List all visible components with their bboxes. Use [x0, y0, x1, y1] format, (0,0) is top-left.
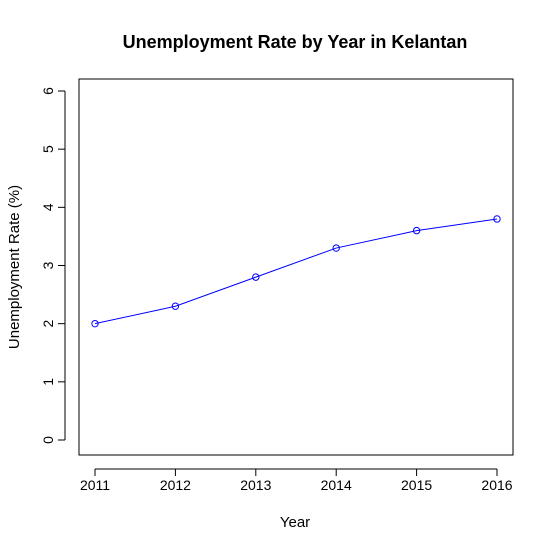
y-tick-label: 6 [40, 87, 56, 95]
plot-frame [78, 78, 514, 456]
y-axis-label: Unemployment Rate (%) [6, 185, 23, 349]
x-tick-label: 2013 [240, 477, 271, 493]
data-point [91, 319, 99, 328]
x-axis-label: Year [280, 514, 310, 531]
data-point [252, 273, 260, 281]
data-point [493, 215, 501, 223]
y-tick-label: 2 [40, 320, 56, 328]
x-tick-label: 2016 [481, 477, 512, 493]
chart-title: Unemployment Rate by Year in Kelantan [123, 32, 468, 52]
x-tick-label: 2012 [160, 477, 191, 493]
y-tick-label: 5 [40, 145, 56, 153]
series-layer [91, 215, 501, 328]
y-tick-label: 4 [40, 203, 56, 211]
y-tick-label: 3 [40, 261, 56, 269]
y-tick-label: 1 [40, 378, 56, 386]
x-axis: 2011 2012 2013 2014 2015 2016 [80, 468, 513, 493]
data-point [332, 244, 340, 252]
data-point [412, 226, 421, 235]
x-tick-label: 2015 [401, 477, 432, 493]
x-tick-label: 2011 [80, 477, 110, 493]
series-line [94, 218, 498, 325]
y-axis: 0 1 2 3 4 5 6 [40, 87, 66, 444]
x-tick-label: 2014 [321, 477, 352, 493]
data-point [171, 302, 180, 310]
y-tick-label: 0 [40, 436, 56, 444]
